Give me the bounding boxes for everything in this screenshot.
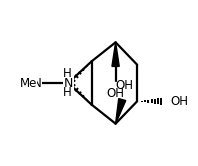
Text: H: H — [63, 67, 72, 80]
Polygon shape — [112, 42, 119, 66]
Text: OH: OH — [115, 79, 133, 92]
Text: N: N — [32, 77, 41, 89]
Text: H: H — [63, 86, 72, 99]
Text: N: N — [64, 77, 73, 89]
Text: Me: Me — [19, 77, 37, 89]
Text: OH: OH — [107, 87, 125, 100]
Polygon shape — [116, 99, 126, 124]
Text: OH: OH — [170, 95, 188, 108]
